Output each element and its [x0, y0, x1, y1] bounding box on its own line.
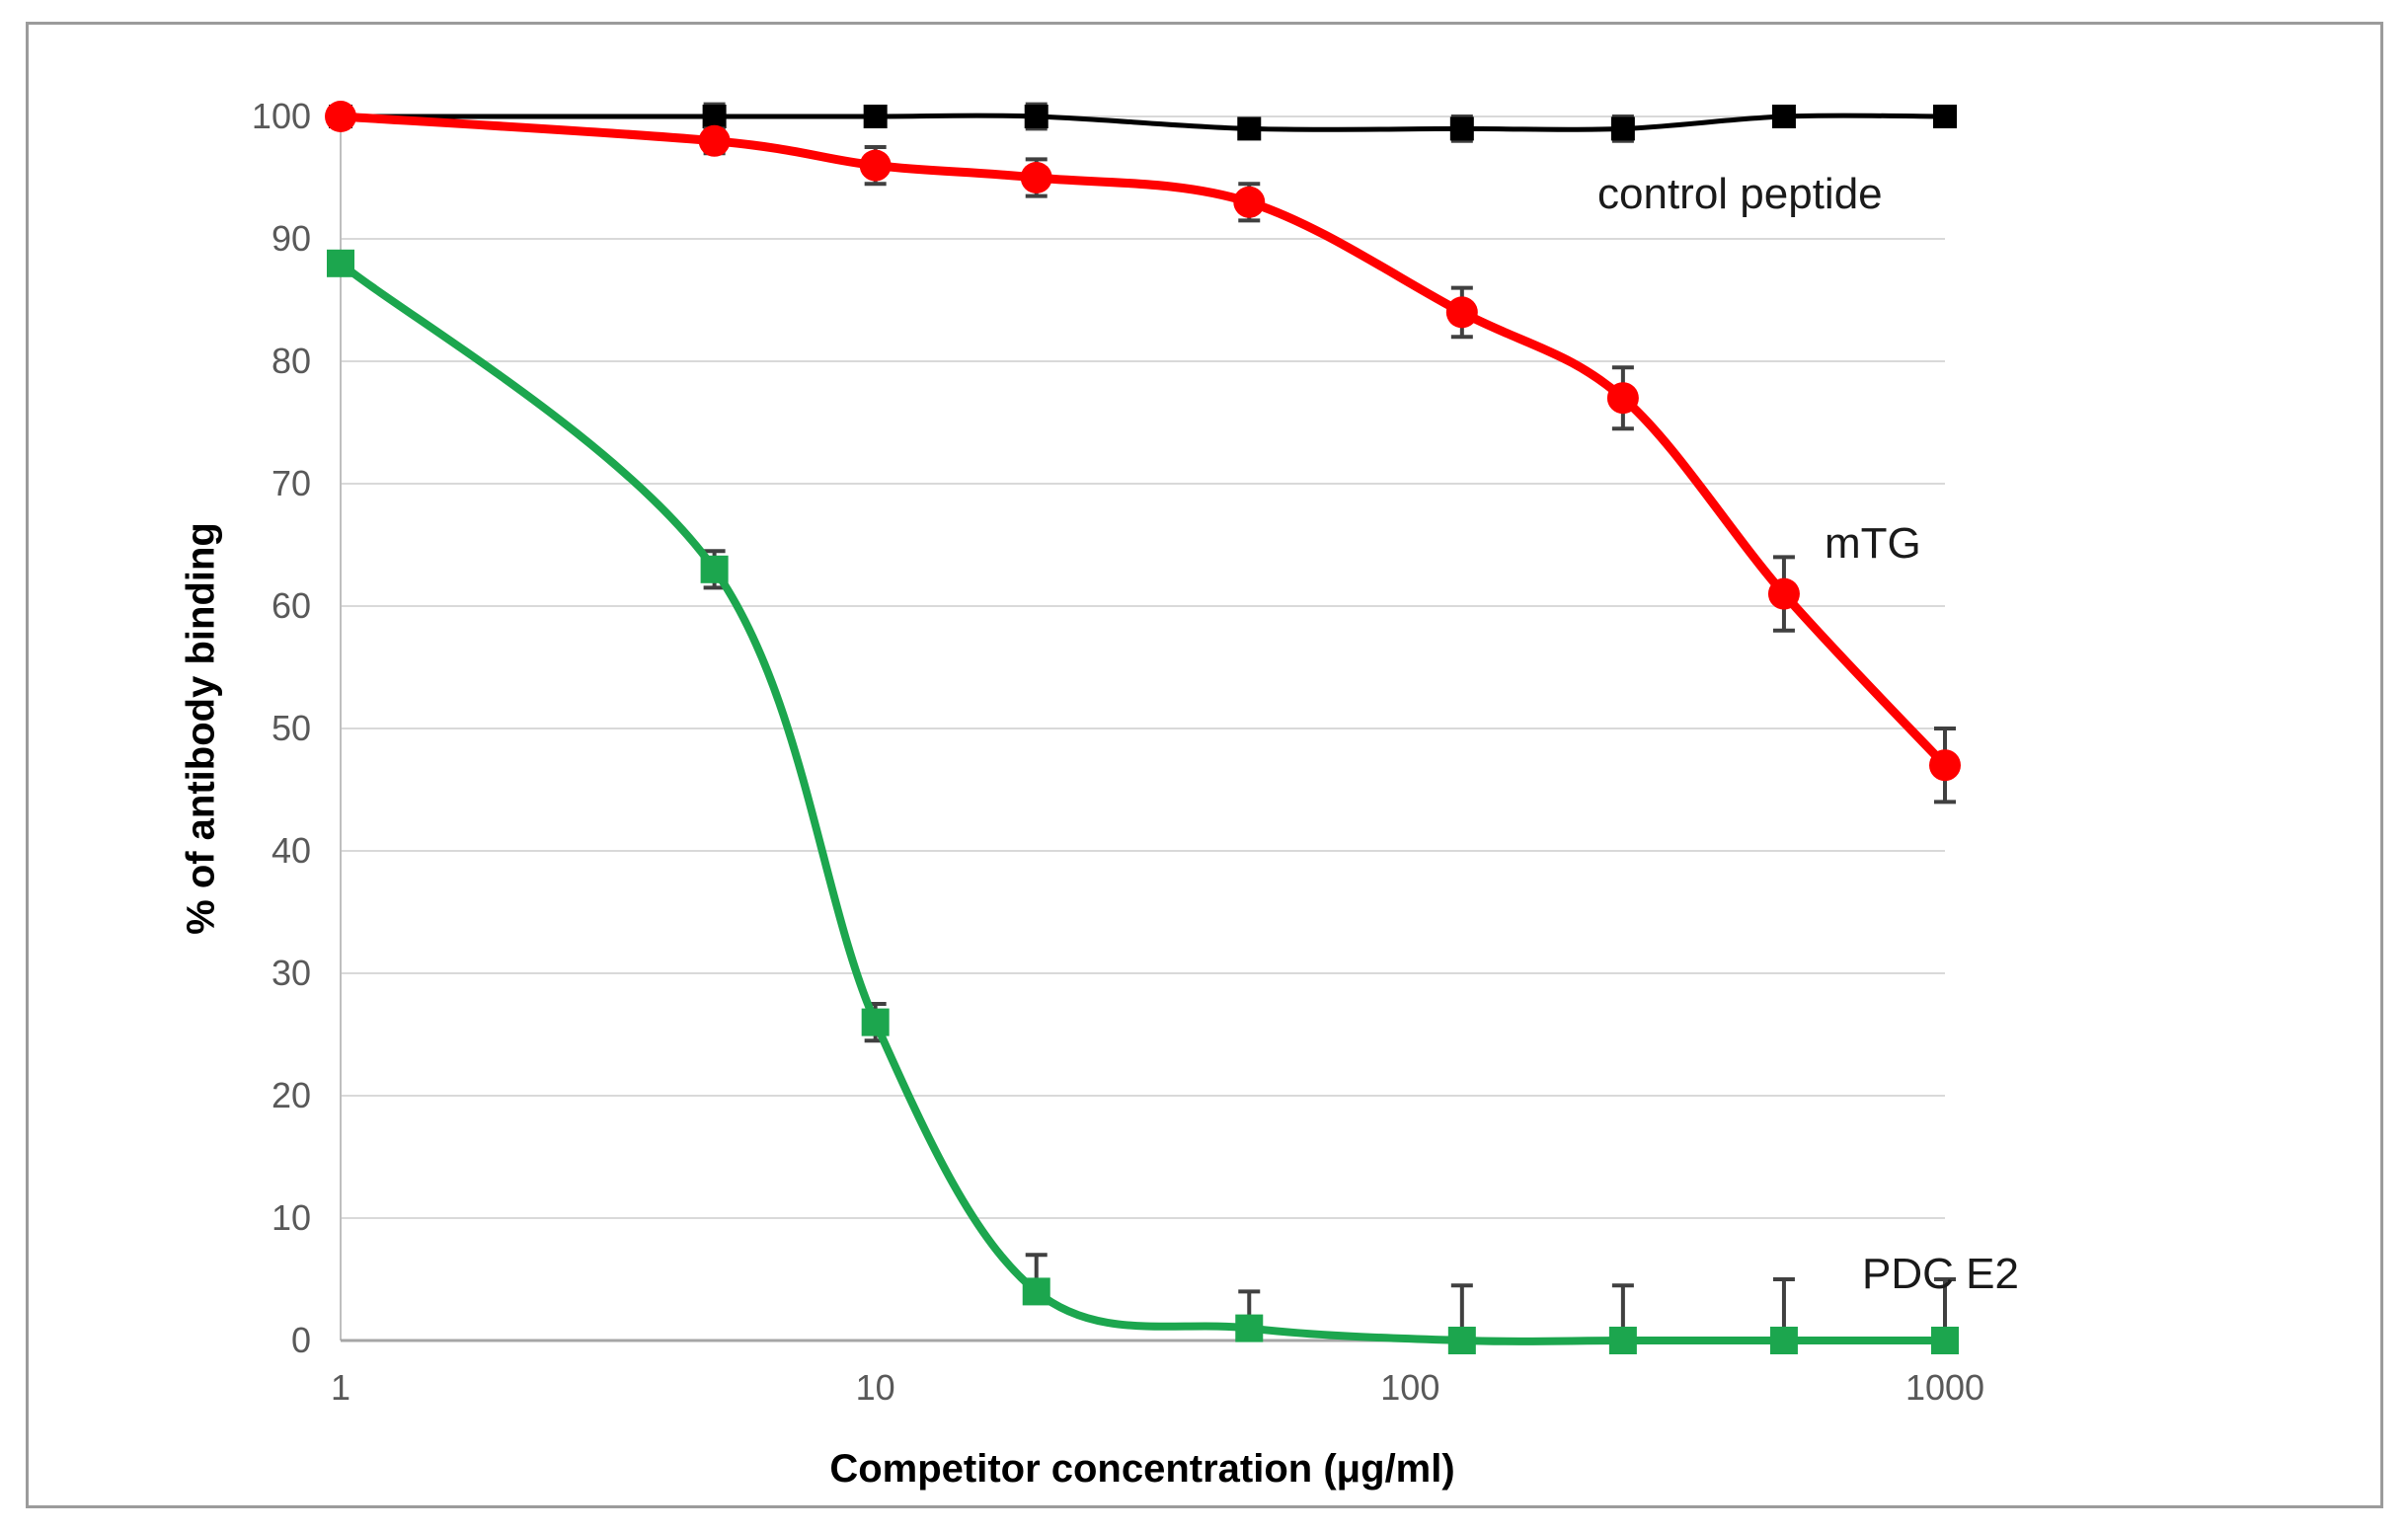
marker-mtg: [1445, 296, 1478, 329]
x-tick-label: 1000: [1905, 1367, 1984, 1408]
series-label-pdc-e2: PDC E2: [1862, 1250, 2019, 1298]
marker-control-peptide: [1024, 105, 1049, 128]
y-tick-label: 60: [272, 585, 311, 626]
y-tick-label: 100: [252, 96, 311, 136]
marker-mtg: [1020, 162, 1052, 193]
marker-control-peptide: [1933, 105, 1957, 128]
y-tick-label: 0: [291, 1320, 311, 1360]
y-tick-label: 10: [272, 1197, 311, 1238]
marker-pdc-e2: [1931, 1327, 1959, 1354]
marker-pdc-e2: [1608, 1327, 1637, 1354]
y-axis-title: % of antibody binding: [179, 522, 223, 935]
marker-mtg: [1606, 382, 1639, 415]
marker-control-peptide: [702, 105, 727, 128]
marker-mtg: [325, 101, 356, 132]
y-tick-label: 80: [272, 341, 311, 381]
x-tick-label: 1: [331, 1367, 350, 1408]
y-tick-label: 70: [272, 463, 311, 503]
series-label-control-peptide: control peptide: [1597, 170, 1883, 218]
series-line-pdc-e2: [337, 259, 1949, 1345]
marker-pdc-e2: [1022, 1277, 1050, 1306]
x-axis-title: Competitor concentration (μg/ml): [829, 1447, 1455, 1491]
x-tick-label: 100: [1380, 1367, 1439, 1408]
y-tick-label: 90: [272, 218, 311, 259]
y-tick-label: 20: [272, 1075, 311, 1115]
marker-pdc-e2: [1447, 1327, 1476, 1354]
marker-mtg: [1767, 577, 1800, 610]
marker-control-peptide: [1237, 116, 1262, 141]
figure-border: [26, 22, 2383, 1508]
marker-control-peptide: [1771, 105, 1796, 128]
x-tick-label: 10: [856, 1367, 895, 1408]
marker-pdc-e2: [1235, 1314, 1264, 1342]
marker-mtg: [859, 149, 892, 182]
marker-pdc-e2: [1769, 1327, 1798, 1354]
marker-control-peptide: [1610, 116, 1635, 141]
marker-pdc-e2: [327, 249, 354, 277]
marker-pdc-e2: [861, 1008, 890, 1036]
marker-mtg: [1233, 186, 1266, 218]
y-tick-label: 50: [272, 708, 311, 748]
marker-mtg: [1929, 749, 1961, 782]
marker-pdc-e2: [700, 555, 729, 583]
y-tick-label: 40: [272, 830, 311, 871]
series-label-mtg: mTG: [1825, 519, 1921, 568]
marker-mtg: [698, 124, 731, 157]
y-tick-label: 30: [272, 953, 311, 993]
marker-control-peptide: [863, 105, 888, 128]
marker-control-peptide: [1449, 116, 1474, 141]
